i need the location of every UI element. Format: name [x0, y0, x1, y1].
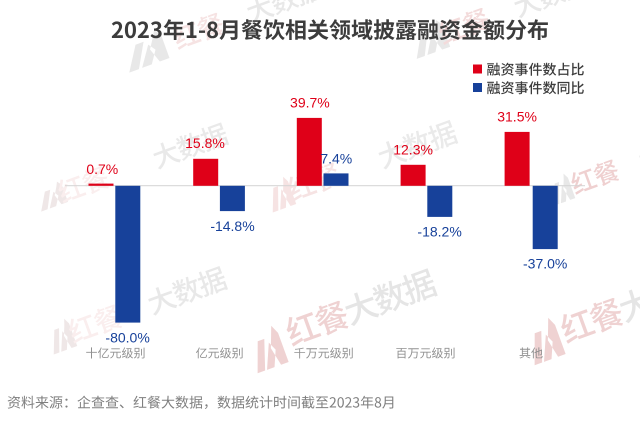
- svg-text:0.7%: 0.7%: [86, 161, 118, 177]
- svg-text:15.8%: 15.8%: [185, 135, 225, 151]
- svg-text:-37.0%: -37.0%: [523, 256, 567, 272]
- svg-text:-14.8%: -14.8%: [210, 218, 254, 234]
- svg-text:-18.2%: -18.2%: [417, 224, 461, 240]
- svg-text:7.4%: 7.4%: [320, 150, 352, 166]
- svg-text:31.5%: 31.5%: [497, 109, 537, 125]
- svg-text:39.7%: 39.7%: [290, 95, 330, 111]
- svg-text:-80.0%: -80.0%: [105, 330, 149, 346]
- svg-text:12.3%: 12.3%: [393, 142, 433, 158]
